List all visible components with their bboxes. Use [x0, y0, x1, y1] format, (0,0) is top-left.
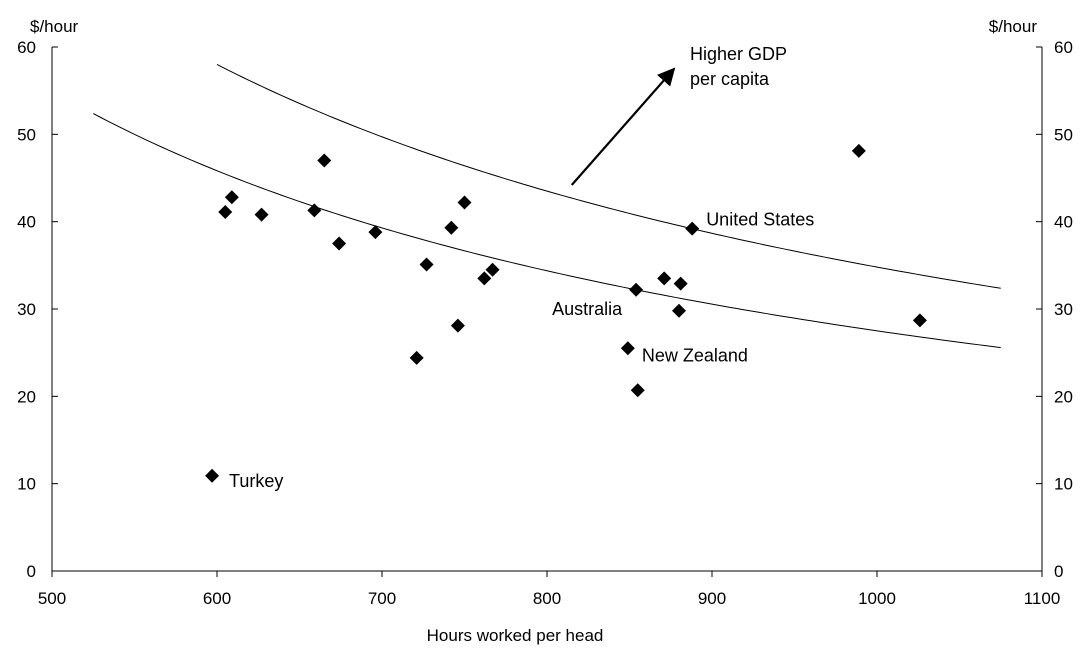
x-tick-label: 800	[533, 589, 561, 608]
x-tick-label: 900	[698, 589, 726, 608]
y-axis-right-label: $/hour	[989, 17, 1038, 36]
x-tick-label: 700	[368, 589, 396, 608]
arrow-label-line2: per capita	[690, 69, 770, 89]
y-tick-label-left: 20	[17, 387, 36, 406]
data-point	[317, 153, 332, 168]
data-point	[629, 282, 644, 297]
iso-gdp-curve	[93, 113, 1001, 349]
data-point	[254, 207, 269, 222]
y-tick-label-left: 30	[17, 300, 36, 319]
data-point	[409, 350, 424, 365]
data-point	[307, 203, 322, 218]
data-point	[912, 313, 927, 328]
data-point	[620, 341, 635, 356]
data-point	[450, 318, 465, 333]
y-axis-right-ticks: 0 10 20 30 40 50 60	[1036, 38, 1073, 581]
data-point	[673, 276, 688, 291]
x-tick-label: 500	[38, 589, 66, 608]
y-tick-label-right: 40	[1054, 213, 1073, 232]
iso-gdp-curve	[216, 64, 1001, 289]
y-tick-label-right: 30	[1054, 300, 1073, 319]
x-tick-label: 600	[203, 589, 231, 608]
data-point	[630, 383, 645, 398]
iso-gdp-curves	[93, 64, 1001, 349]
y-axis-left-ticks: 0 10 20 30 40 50 60	[17, 38, 58, 581]
axes	[51, 47, 1043, 572]
y-tick-label-right: 0	[1054, 562, 1063, 581]
y-tick-label-right: 10	[1054, 475, 1073, 494]
x-tick-label: 1100	[1024, 589, 1061, 608]
data-point	[477, 271, 492, 286]
data-point	[218, 205, 233, 220]
y-tick-label-right: 60	[1054, 38, 1073, 57]
y-axis-left-label: $/hour	[30, 17, 79, 36]
data-point	[457, 195, 472, 210]
point-label: New Zealand	[642, 345, 748, 365]
arrow-label-line1: Higher GDP	[690, 44, 787, 64]
data-point	[657, 271, 672, 286]
data-point	[485, 262, 500, 277]
data-point	[444, 220, 459, 235]
y-tick-label-left: 0	[27, 562, 36, 581]
data-point	[851, 143, 866, 158]
data-point	[368, 225, 383, 240]
data-point	[332, 236, 347, 251]
data-points	[205, 143, 927, 483]
point-label: Australia	[552, 299, 623, 319]
point-label: Turkey	[229, 471, 283, 491]
data-point	[205, 468, 220, 483]
x-axis-ticks: 500 600 700 800 900 1000 1100	[38, 571, 1060, 608]
data-point	[685, 221, 700, 236]
data-point	[672, 303, 686, 318]
y-tick-label-left: 50	[17, 125, 36, 144]
y-tick-label-left: 40	[17, 213, 36, 232]
y-tick-label-left: 60	[17, 38, 36, 57]
higher-gdp-arrow	[570, 67, 676, 186]
data-point	[224, 190, 239, 205]
x-axis-label: Hours worked per head	[427, 626, 604, 645]
y-tick-label-right: 20	[1054, 387, 1073, 406]
point-label: United States	[706, 210, 814, 230]
data-point	[419, 257, 434, 272]
y-tick-label-left: 10	[17, 475, 36, 494]
point-labels: Turkey New Zealand Australia United States	[229, 210, 814, 491]
y-tick-label-right: 50	[1054, 125, 1073, 144]
x-tick-label: 1000	[858, 589, 896, 608]
